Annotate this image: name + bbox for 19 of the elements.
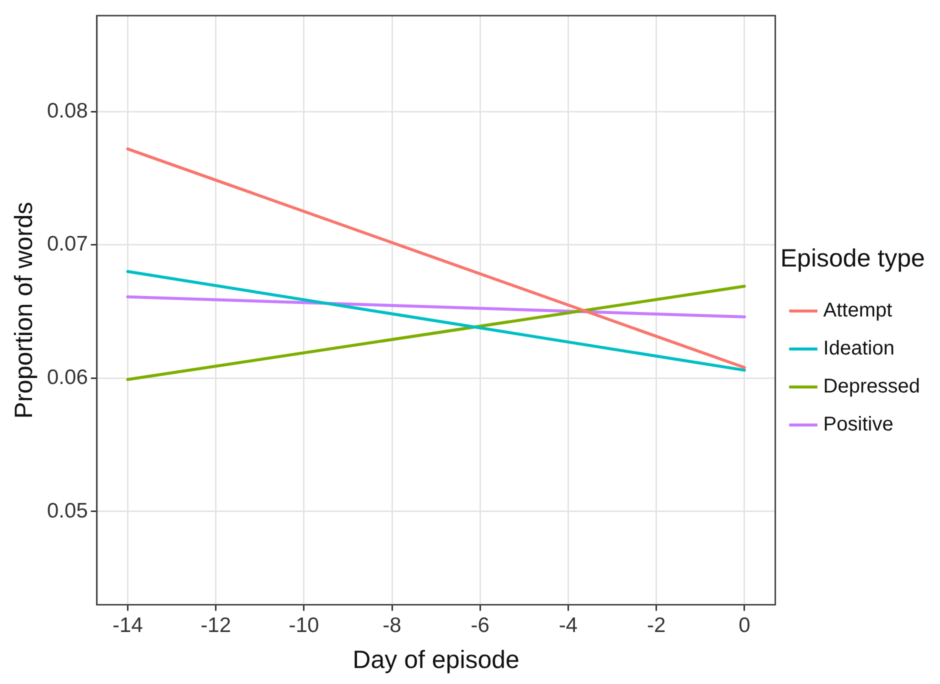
legend-title: Episode type	[780, 244, 925, 272]
legend-label: Depressed	[823, 376, 920, 398]
y-tick-label: 0.05	[46, 499, 88, 522]
legend-label: Attempt	[823, 300, 893, 322]
x-tick-label: -2	[646, 614, 666, 638]
x-tick-label: 0	[738, 614, 750, 638]
legend-label: Ideation	[823, 338, 894, 360]
x-tick-label: -8	[382, 614, 402, 638]
y-tick-label: 0.06	[46, 366, 88, 389]
x-tick-label: -4	[558, 614, 578, 638]
y-tick-label: 0.07	[46, 232, 88, 256]
x-axis-title: Day of episode	[352, 646, 520, 674]
x-tick-label: -12	[200, 614, 231, 638]
y-axis-title: Proportion of words	[10, 202, 38, 419]
y-tick-label: 0.08	[46, 99, 88, 122]
x-tick-label: -14	[112, 614, 144, 638]
x-tick-label: -6	[470, 614, 490, 638]
legend-label: Positive	[823, 414, 894, 436]
x-tick-label: -10	[288, 614, 320, 638]
